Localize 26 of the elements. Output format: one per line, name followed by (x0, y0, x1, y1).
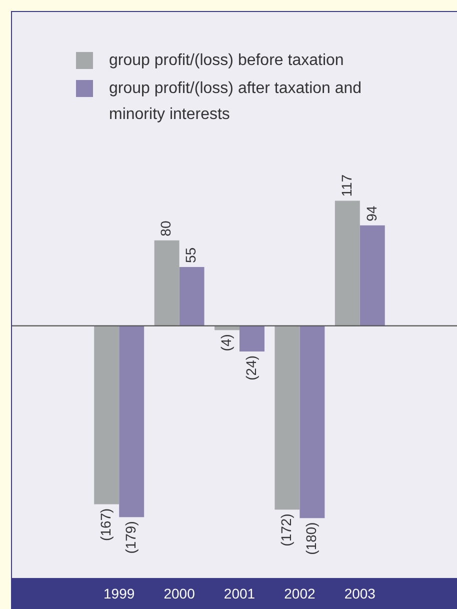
x-tick-label: 2000 (164, 585, 196, 602)
data-label: (24) (242, 355, 259, 380)
legend-label: group profit/(loss) before taxation (109, 51, 345, 71)
data-label: (172) (278, 514, 294, 546)
data-label: (167) (97, 508, 114, 541)
data-label: (179) (122, 521, 138, 554)
bar (360, 225, 385, 326)
x-tick-label: 2001 (224, 585, 256, 602)
data-label: 117 (338, 174, 354, 197)
data-label: 55 (182, 247, 199, 264)
legend-label: group profit/(loss) after taxation and minority interests (109, 79, 363, 125)
bar (274, 326, 300, 510)
x-tick-label: 2002 (284, 585, 316, 602)
data-label: (180) (303, 522, 320, 555)
bar (94, 326, 120, 504)
bar (240, 326, 264, 352)
bar (300, 326, 325, 518)
data-label: 80 (158, 220, 174, 236)
bar (334, 200, 360, 326)
bar (154, 240, 180, 326)
bar (119, 326, 144, 518)
bar (179, 267, 204, 326)
data-label: 94 (363, 206, 380, 222)
x-tick-label: 2003 (344, 585, 376, 602)
data-label: (4) (218, 334, 234, 352)
x-tick-label: 1999 (104, 585, 135, 602)
